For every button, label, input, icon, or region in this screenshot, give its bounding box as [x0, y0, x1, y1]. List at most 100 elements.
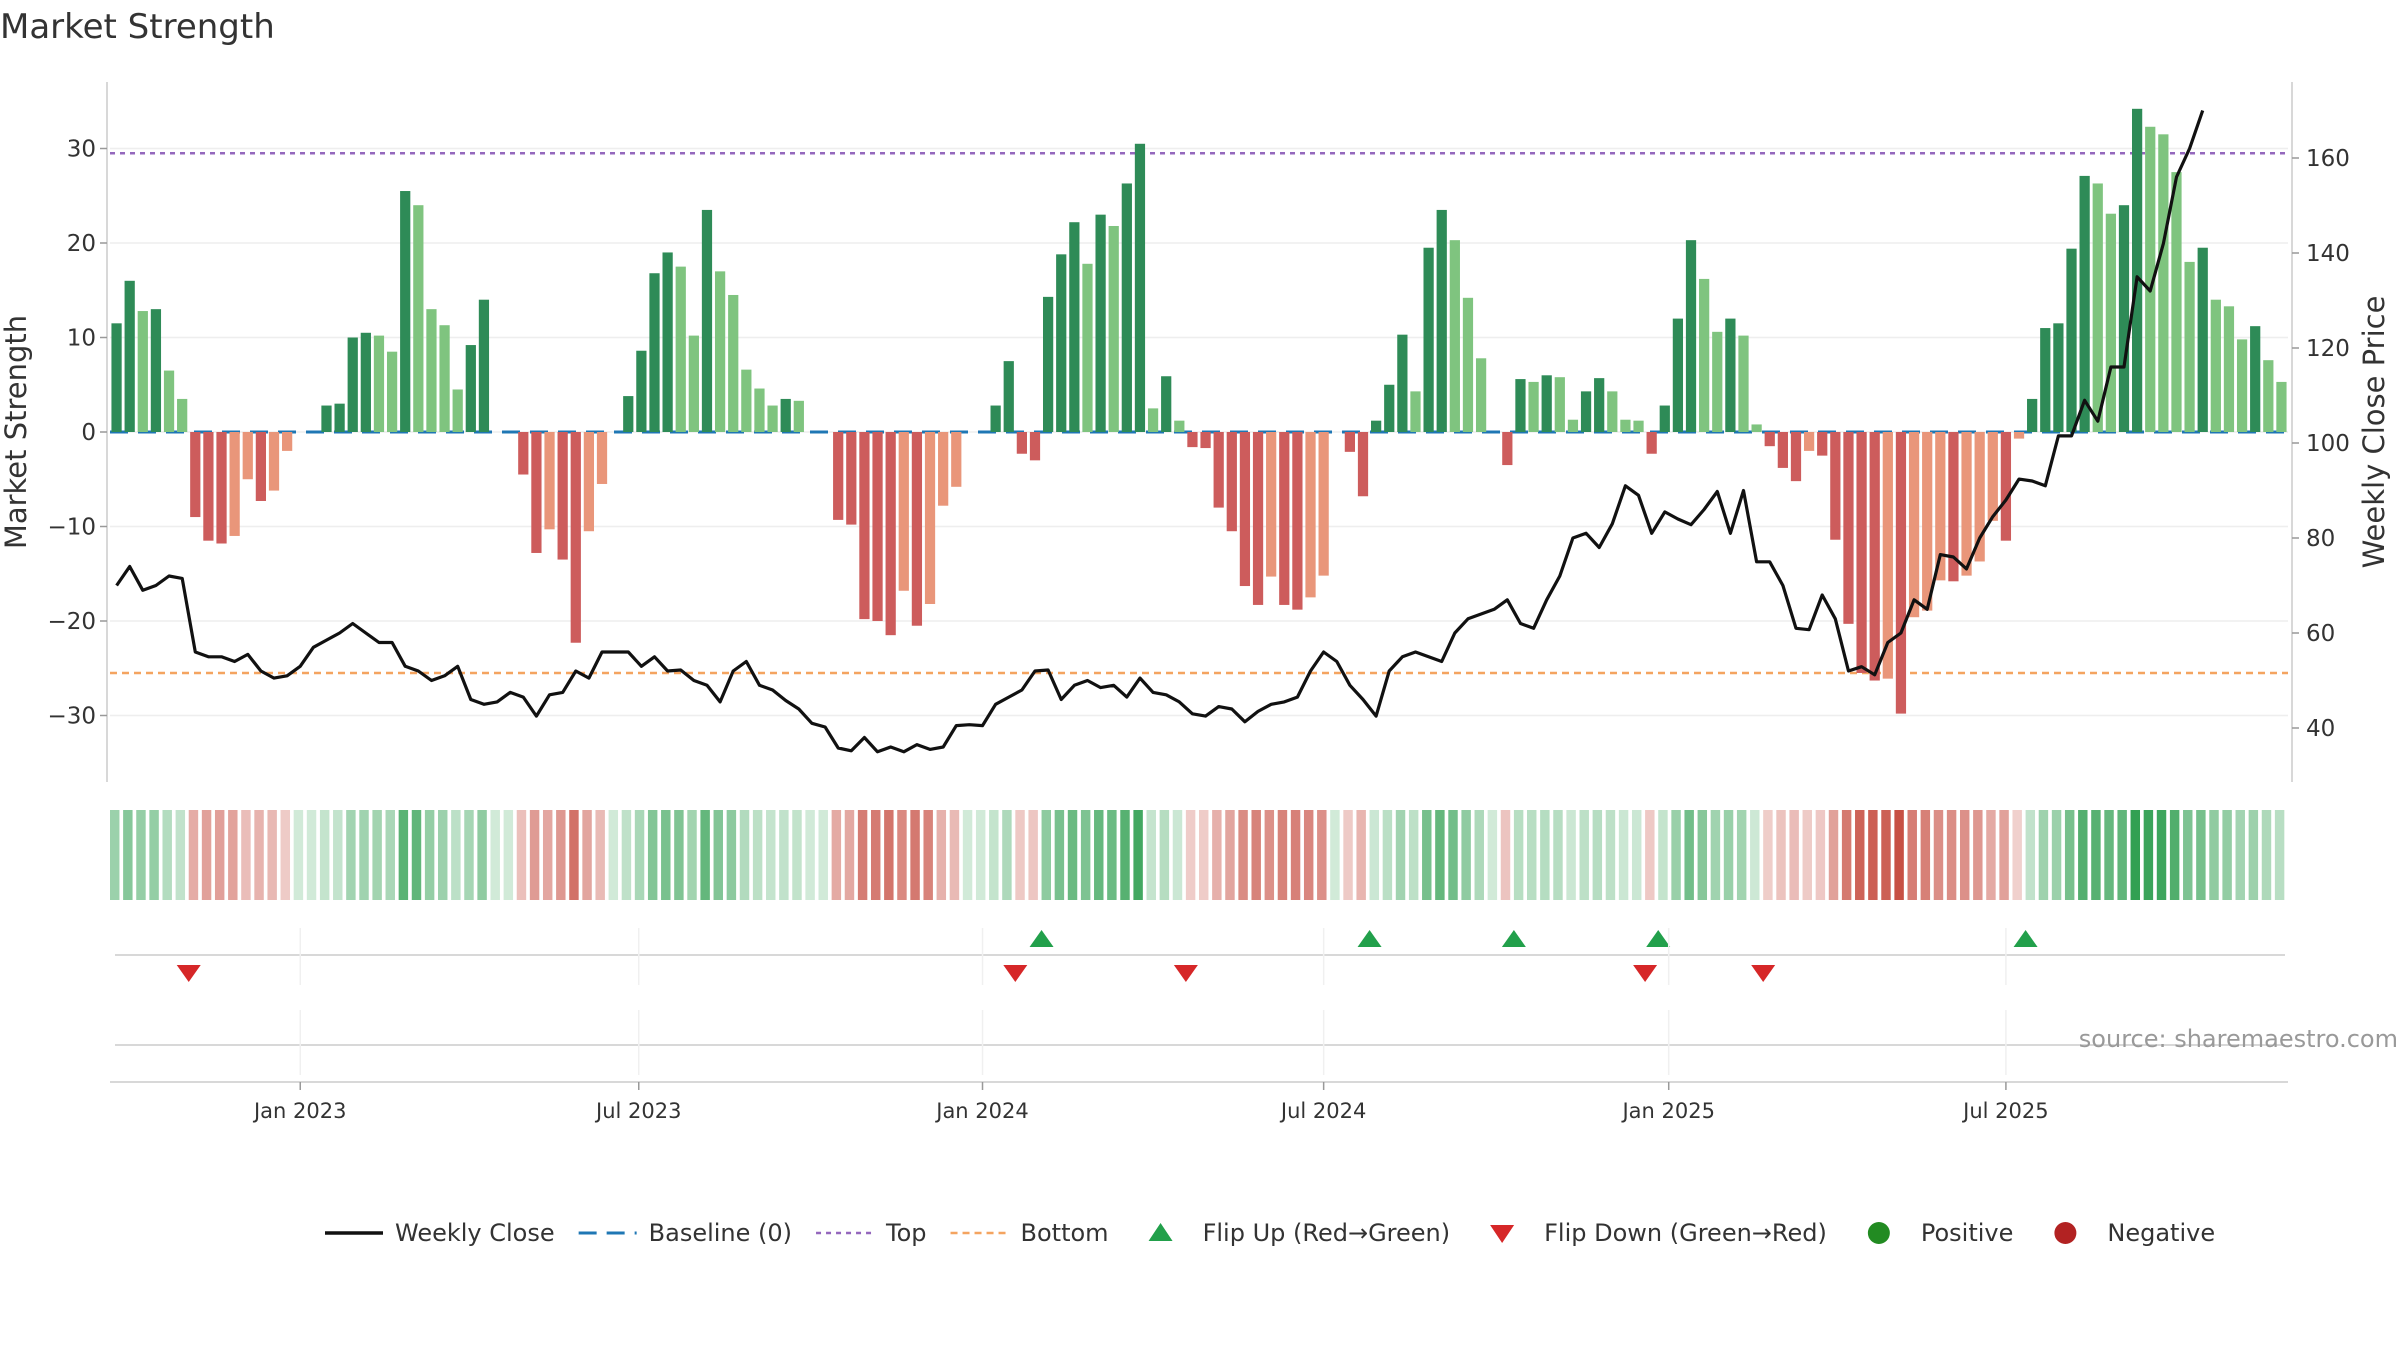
heatmap-cell	[1841, 810, 1852, 900]
heatmap-cell	[1553, 810, 1563, 900]
heatmap-cell	[267, 810, 277, 900]
y-left-axis-label: Market Strength	[0, 315, 33, 549]
heatmap-cell	[359, 810, 369, 900]
heatmap-cell	[1592, 810, 1603, 900]
heatmap-cell	[1540, 810, 1550, 900]
strength-bar	[1108, 225, 1119, 432]
strength-bar	[2197, 247, 2208, 432]
heatmap-cell	[1618, 810, 1629, 900]
heatmap-cell	[1763, 810, 1773, 900]
legend-label-flip-up: Flip Up (Red→Green)	[1203, 1219, 1451, 1247]
heatmap-cell	[398, 810, 409, 900]
strength-bar	[1659, 405, 1670, 432]
strength-bar	[1699, 278, 1710, 432]
heatmap-cell	[1382, 810, 1393, 900]
strength-bar	[636, 350, 647, 432]
heatmap-cell	[884, 810, 894, 900]
strength-bar	[1174, 420, 1185, 432]
strength-bar	[1922, 432, 1933, 611]
strength-bar	[1082, 263, 1093, 432]
strength-bar	[623, 396, 634, 432]
strength-bar	[2027, 398, 2038, 432]
strength-bar	[1528, 381, 1539, 432]
heatmap-cell	[2248, 810, 2259, 900]
strength-bar	[583, 432, 595, 532]
heatmap-cell	[2261, 810, 2272, 900]
strength-bar	[1475, 358, 1487, 432]
heatmap-cell	[713, 810, 723, 900]
heatmap-cell	[634, 810, 645, 900]
strength-bar	[373, 335, 385, 432]
strength-bar	[1712, 331, 1723, 432]
strength-bar	[570, 432, 581, 643]
weekly-close-line	[115, 109, 2205, 754]
heatmap-cell	[2209, 810, 2219, 900]
strength-bar	[2053, 323, 2064, 432]
strength-bar	[400, 191, 411, 432]
strength-bar	[229, 432, 240, 536]
strength-bar	[216, 432, 227, 544]
heatmap-cell	[661, 810, 671, 900]
y-right-axis-label: Weekly Close Price	[2357, 296, 2391, 569]
strength-bar	[1213, 432, 1224, 508]
legend-swatch-flip-down	[1490, 1225, 1515, 1243]
y-left-tick-label: 30	[67, 137, 96, 163]
strength-bar	[1843, 432, 1854, 624]
strength-bar	[413, 205, 424, 432]
strength-bar	[2250, 326, 2261, 432]
heatmap-cell	[464, 810, 474, 900]
strength-bar	[1397, 334, 1408, 432]
strength-bar	[938, 432, 949, 506]
strength-bar	[163, 370, 175, 432]
strength-bar	[465, 345, 476, 432]
heatmap-cell	[1855, 810, 1865, 900]
heatmap-cell	[2091, 810, 2101, 900]
strength-bar	[1121, 183, 1132, 432]
strength-bar	[1069, 222, 1080, 432]
strength-heatmap-strip	[110, 810, 2285, 900]
heatmap-cell	[1107, 810, 1117, 900]
heatmap-cell	[254, 810, 264, 900]
strength-bar	[1895, 432, 1907, 714]
strength-bar	[1279, 432, 1290, 605]
heatmap-cell	[1212, 810, 1222, 900]
strength-bar	[1633, 420, 1644, 432]
strength-bars	[111, 108, 2287, 714]
strength-bar	[1672, 318, 1684, 432]
strength-bar	[1856, 432, 1867, 673]
strength-bar	[1974, 432, 1985, 562]
heatmap-cell	[608, 810, 619, 900]
strength-bar	[714, 271, 726, 432]
legend-label-weekly-close: Weekly Close	[395, 1219, 555, 1247]
flip-up-marker	[1029, 930, 1054, 947]
heatmap-cell	[857, 810, 868, 900]
heatmap-cell	[1487, 810, 1498, 900]
strength-bar	[150, 309, 162, 432]
heatmap-cell	[647, 810, 658, 900]
heatmap-cell	[1933, 810, 1944, 900]
heatmap-cell	[306, 810, 317, 900]
strength-bar	[911, 432, 923, 626]
heatmap-cell	[1080, 810, 1091, 900]
date-tick-label: Jan 2023	[252, 1099, 347, 1123]
heatmap-cell	[188, 810, 199, 900]
strength-bar	[1226, 432, 1237, 532]
heatmap-cell	[201, 810, 212, 900]
strength-bar	[1554, 377, 1565, 432]
heatmap-cell	[1369, 810, 1380, 900]
strength-bar	[1803, 432, 1815, 451]
strength-bar	[360, 332, 371, 432]
strength-bar	[662, 252, 673, 432]
strength-bar	[1003, 361, 1014, 432]
strength-bar	[1042, 296, 1054, 432]
heatmap-cell	[1723, 810, 1734, 900]
strength-bar	[1318, 432, 1329, 576]
strength-bar	[1738, 335, 1749, 432]
heatmap-cell	[1356, 810, 1366, 900]
heatmap-cell	[346, 810, 356, 900]
strength-bar	[1016, 432, 1027, 454]
strength-bar	[1239, 432, 1251, 587]
date-tick-label: Jan 2024	[934, 1099, 1029, 1123]
